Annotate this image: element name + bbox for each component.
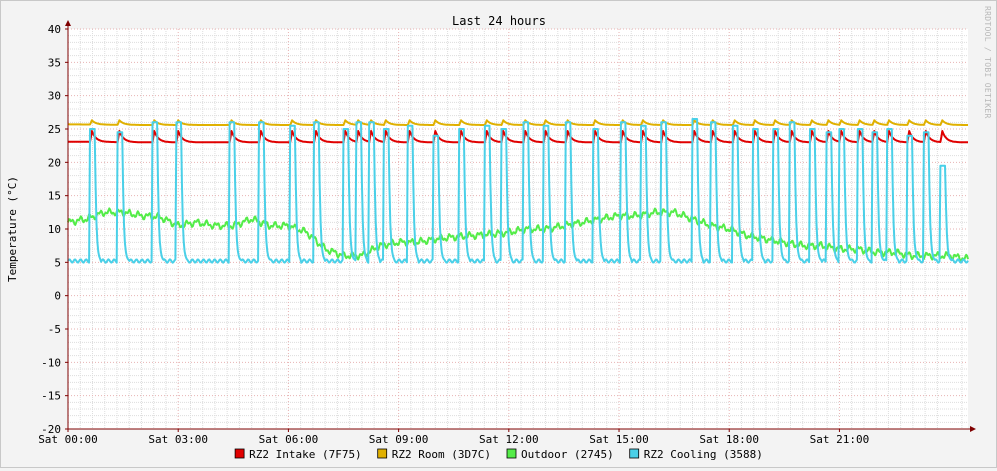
legend-item: RZ2 Room (3D7C)	[377, 448, 491, 461]
legend-swatch	[506, 448, 517, 459]
series-line	[67, 118, 969, 264]
grid	[67, 28, 968, 430]
y-tick-label: -5	[48, 323, 61, 336]
y-axis-label: Temperature (°C)	[6, 176, 19, 282]
series-lines	[67, 118, 969, 264]
legend-label: RZ2 Room (3D7C)	[392, 448, 491, 461]
y-tick-label: 15	[48, 190, 61, 203]
y-tick-label: 25	[48, 123, 61, 136]
y-tick-label: -15	[41, 390, 61, 403]
x-tick-label: Sat 09:00	[369, 433, 429, 446]
axes	[65, 20, 976, 432]
y-tick-label: -10	[41, 356, 61, 369]
x-tick-label: Sat 15:00	[589, 433, 649, 446]
legend-label: Outdoor (2745)	[521, 448, 614, 461]
legend-item: Outdoor (2745)	[506, 448, 614, 461]
legend-swatch	[377, 448, 388, 459]
y-tick-label: 30	[48, 90, 61, 103]
y-tick-label: 10	[48, 223, 61, 236]
x-tick-labels: Sat 00:00 Sat 03:00 Sat 06:00 Sat 09:00 Sat …	[38, 433, 869, 446]
x-tick-label: Sat 03:00	[148, 433, 208, 446]
x-tick-label: Sat 21:00	[810, 433, 870, 446]
y-tick-label: 20	[48, 156, 61, 169]
x-tick-label: Sat 18:00	[699, 433, 759, 446]
legend-label: RZ2 Intake (7F75)	[249, 448, 362, 461]
series-line	[67, 119, 969, 126]
x-tick-label: Sat 12:00	[479, 433, 539, 446]
y-tick-label: 5	[54, 256, 61, 269]
legend-item: RZ2 Cooling (3588)	[629, 448, 763, 461]
x-tick-label: Sat 06:00	[259, 433, 319, 446]
legend-item: RZ2 Intake (7F75)	[234, 448, 362, 461]
y-tick-label: 35	[48, 56, 61, 69]
watermark: RRDTOOL / TOBI OETIKER	[983, 6, 992, 119]
x-axis-arrow	[970, 426, 976, 432]
legend-swatch	[234, 448, 245, 459]
chart-title: Last 24 hours	[452, 14, 546, 28]
y-tick-label: 40	[48, 23, 61, 36]
y-tick-labels: 40 35 30 25 20 15 10 5 0 -5 -10 -15 -20	[41, 23, 61, 436]
x-tick-label: Sat 00:00	[38, 433, 98, 446]
legend-swatch	[629, 448, 640, 459]
legend: RZ2 Intake (7F75) RZ2 Room (3D7C) Outdoor …	[234, 448, 763, 461]
y-axis-arrow	[65, 20, 71, 26]
y-tick-label: -20	[41, 423, 61, 436]
series-line	[67, 130, 969, 144]
y-tick-label: 0	[54, 290, 61, 303]
legend-label: RZ2 Cooling (3588)	[644, 448, 763, 461]
